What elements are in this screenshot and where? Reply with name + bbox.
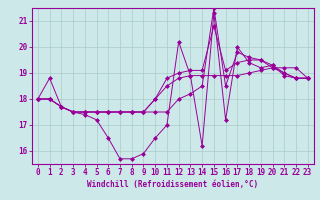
X-axis label: Windchill (Refroidissement éolien,°C): Windchill (Refroidissement éolien,°C)	[87, 180, 258, 189]
